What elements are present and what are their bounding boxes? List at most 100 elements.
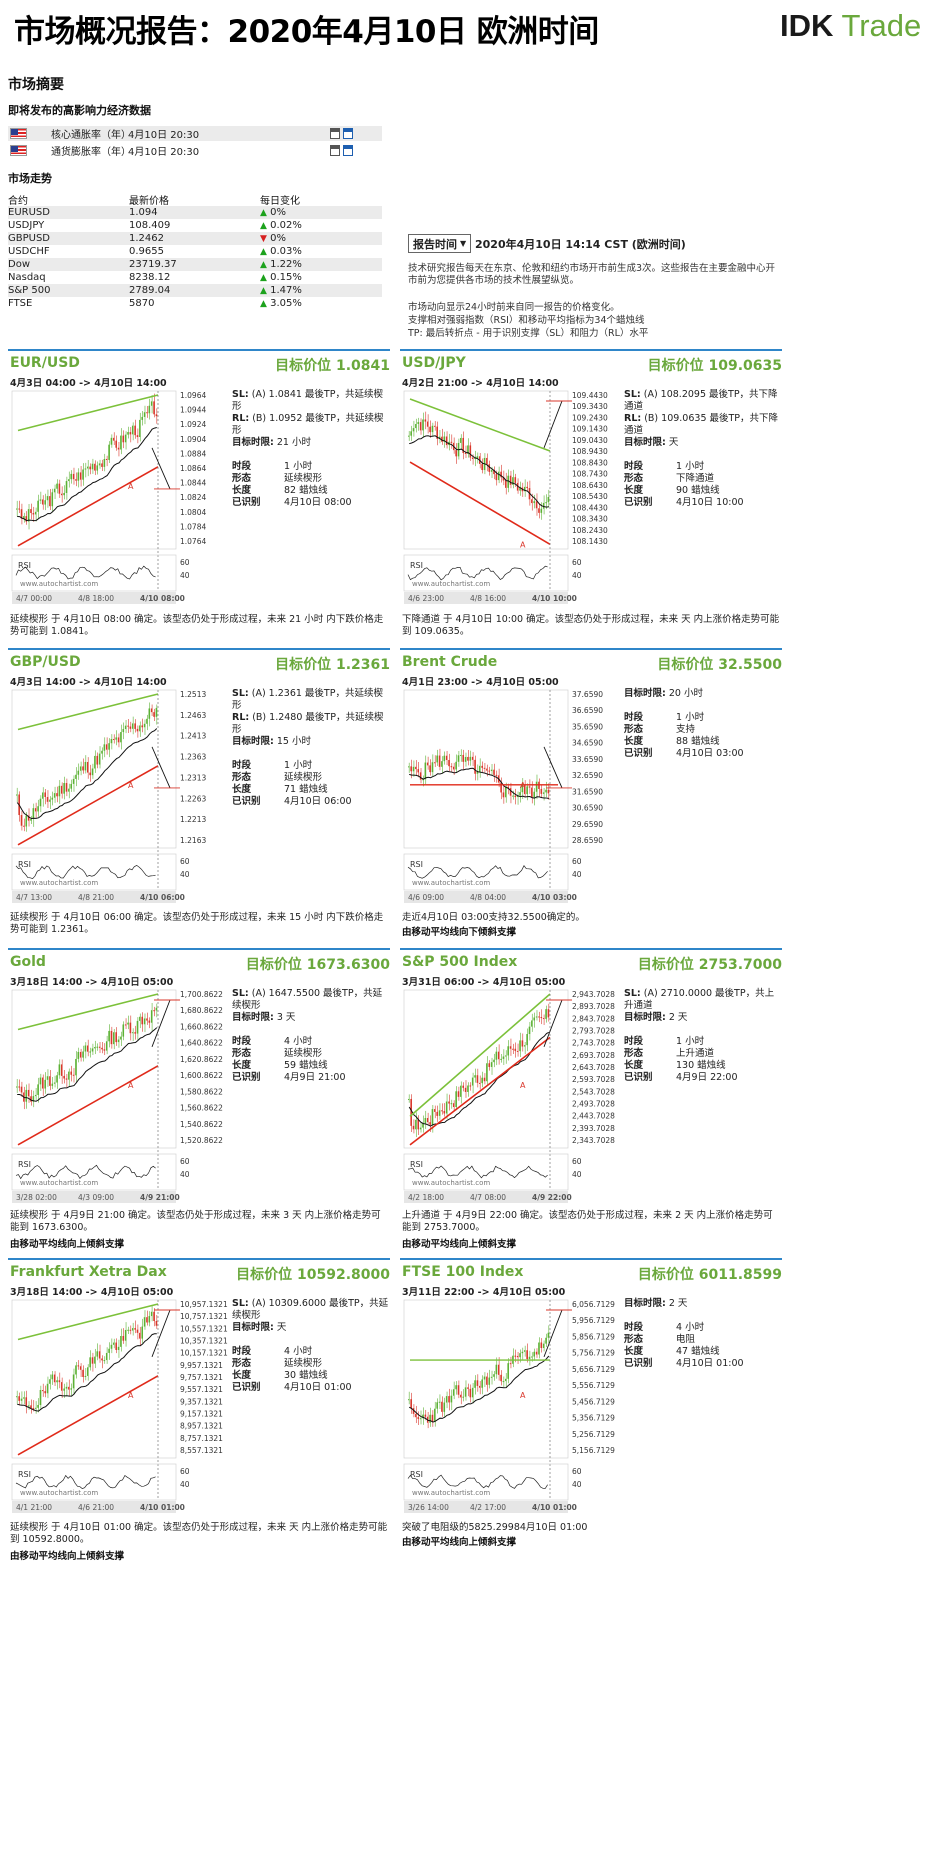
point-a-label: A	[128, 781, 134, 790]
candle	[431, 1414, 434, 1423]
y-tick-label: 8,957.1321	[180, 1422, 223, 1431]
candle	[500, 1374, 502, 1382]
y-tick-label: 5,256.7129	[572, 1430, 615, 1439]
calendar-add-icon[interactable]	[343, 145, 353, 156]
candle	[535, 1016, 538, 1018]
pattern-description: 上升通道 于 4月9日 22:00 确定。该型态仍处于形成过程，未来 2 天 内…	[402, 1210, 773, 1233]
candle	[422, 1414, 424, 1419]
candle	[434, 1408, 436, 1423]
candle	[65, 1386, 68, 1389]
candle	[486, 768, 488, 771]
y-tick-label: 1.0904	[180, 435, 206, 444]
candle	[96, 1046, 99, 1048]
candle	[521, 785, 524, 793]
candle	[545, 1009, 547, 1019]
y-tick-label: 1,540.8622	[180, 1120, 223, 1129]
candle	[481, 463, 483, 471]
candle	[70, 1071, 72, 1075]
candle	[89, 466, 91, 470]
page-title: 市场概况报告：2020年4月10日 欧洲时间	[14, 14, 599, 50]
info-row: 已识别 4月9日 21:00	[232, 1072, 346, 1083]
rsi-label: RSI	[18, 561, 31, 570]
candle	[141, 1326, 143, 1339]
candle	[436, 1402, 438, 1409]
forecast-arrow	[543, 746, 563, 789]
y-tick-label: 5,956.7129	[572, 1316, 615, 1325]
candle	[120, 732, 122, 743]
forecast-arrow	[151, 447, 171, 490]
instrument-name: FTSE 100 Index	[402, 1264, 524, 1280]
candle	[153, 401, 155, 415]
y-tick-label: 109.2430	[572, 413, 608, 422]
watermark: www.autochartist.com	[412, 879, 490, 887]
support-line	[17, 1375, 159, 1456]
calendar-icon[interactable]	[330, 128, 340, 139]
candle	[507, 475, 509, 488]
candle	[131, 723, 134, 729]
y-tick-label: 2,793.7028	[572, 1027, 615, 1036]
resistance-line	[409, 993, 551, 1118]
y-tick-label: 2,543.7028	[572, 1087, 615, 1096]
candle	[56, 793, 58, 797]
candle	[91, 1048, 94, 1052]
y-tick-label: 108.7430	[572, 470, 608, 479]
y-tick-label: 2,743.7028	[572, 1039, 615, 1048]
candle	[441, 761, 443, 767]
symbol: EURUSD	[8, 207, 50, 218]
candle	[462, 1085, 464, 1088]
candle	[53, 793, 56, 798]
calendar-icon[interactable]	[330, 145, 340, 156]
candle	[51, 1083, 54, 1086]
candle	[535, 781, 538, 792]
brand-logo: IDK Trade	[780, 8, 922, 43]
candle	[526, 486, 528, 489]
candle	[51, 492, 54, 507]
candle	[464, 1087, 467, 1092]
candle	[134, 1032, 136, 1034]
y-tick-label: 109.4430	[572, 391, 608, 400]
rsi-tick-label: 60	[572, 558, 582, 567]
candle	[148, 708, 151, 719]
moving-average-line	[409, 767, 549, 799]
info-row: 长度 71 蜡烛线	[232, 784, 328, 795]
y-tick-label: 1.2263	[180, 794, 206, 803]
candle	[153, 1311, 155, 1322]
calendar-add-icon[interactable]	[343, 128, 353, 139]
candle	[72, 1074, 75, 1076]
candle	[538, 508, 540, 513]
candle	[134, 1328, 136, 1330]
candle	[429, 765, 431, 773]
candle	[412, 766, 415, 772]
candle	[34, 808, 37, 812]
pattern-info: SL: (A) 10309.6000 最後TP，共延续楔形 目标时限: 天时段 4 …	[232, 1298, 390, 1394]
report-time-dropdown[interactable]: 报告时间 ▼	[408, 234, 472, 253]
candle	[75, 1365, 77, 1375]
y-tick-label: 10,157.1321	[180, 1349, 228, 1358]
y-tick-label: 109.0430	[572, 436, 608, 445]
candle	[481, 1077, 483, 1084]
candle	[68, 1386, 70, 1390]
candle	[42, 1077, 44, 1089]
candle	[101, 1047, 103, 1050]
y-tick-label: 1,700.8622	[180, 990, 223, 999]
candle	[89, 1051, 91, 1053]
candle	[113, 738, 115, 740]
point-a-label: A	[520, 1391, 526, 1400]
candle	[479, 765, 481, 772]
forecast-arrow	[543, 999, 563, 1048]
chart-panel: Gold 目标价位 1673.6300 3月18日 14:00 -> 4月10日 0…	[8, 948, 390, 1208]
y-tick-label: 30.6590	[572, 804, 603, 813]
rsi-tick-label: 40	[572, 571, 582, 580]
candle	[488, 770, 491, 772]
candle	[540, 1342, 543, 1349]
candle	[540, 508, 543, 513]
info-row: 长度 82 蜡烛线	[232, 485, 328, 496]
candle	[20, 815, 23, 826]
y-tick-label: 2,343.7028	[572, 1136, 615, 1145]
rsi-tick-label: 40	[180, 571, 190, 580]
rsi-label: RSI	[18, 1160, 31, 1169]
info-row: 形态 支持	[624, 724, 696, 735]
candle	[79, 766, 82, 771]
table-row: FTSE 5870 ▲ 3.05%	[8, 297, 382, 310]
y-tick-label: 1.0784	[180, 522, 206, 531]
